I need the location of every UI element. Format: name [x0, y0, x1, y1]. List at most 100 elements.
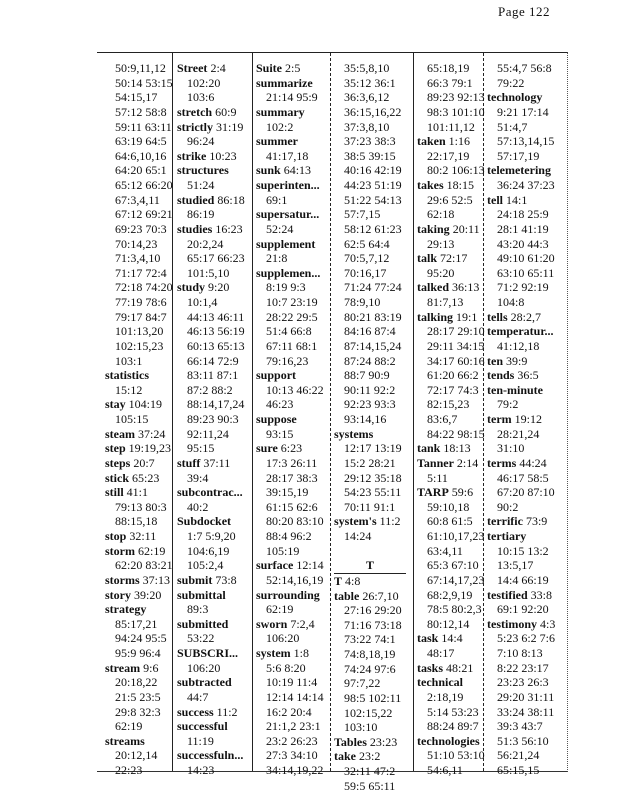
index-entry: talking 19:1: [417, 310, 485, 325]
index-entry: Tanner 2:14: [417, 456, 485, 471]
index-entry: technical: [417, 675, 485, 690]
index-page-refs: 69:1 92:20: [497, 602, 549, 617]
index-page-refs: 96:24: [187, 134, 215, 149]
index-page-refs: 79:16,23: [266, 353, 309, 368]
index-term: testified: [487, 587, 528, 602]
index-entry: talk 72:17: [417, 251, 485, 266]
index-page-refs: 62:18: [427, 207, 455, 222]
index-term: TARP: [417, 485, 449, 500]
index-entry: statistics: [105, 368, 173, 383]
index-page-refs: 14:23: [187, 763, 215, 777]
index-term: steam: [105, 426, 135, 441]
index-page-refs: 61:15 62:6: [266, 499, 318, 514]
index-page-refs: 102:2: [266, 119, 294, 134]
index-term: strategy: [105, 602, 147, 617]
index-page-refs: 5:23 6:2 7:6: [497, 631, 556, 646]
index-page-refs: 5:14 53:23: [427, 704, 479, 719]
index-page-refs: 59:11 63:11: [115, 119, 172, 134]
index-page-refs: 87:24 88:2: [344, 353, 396, 368]
index-page-refs: 19:19,23: [125, 441, 172, 456]
index-page-refs: 87:2 88:2: [187, 382, 233, 397]
index-page-refs: 46:13 56:19: [187, 324, 245, 339]
index-page-refs: 65:12 66:20: [115, 178, 173, 192]
index-term: sworn: [256, 616, 288, 631]
index-page-refs: 51:24: [187, 178, 215, 192]
index-page-refs: 1:8: [290, 646, 310, 660]
index-page-refs: 10:19 11:4: [266, 675, 318, 690]
index-page-refs: 104:8: [497, 295, 525, 309]
index-page-refs: 19:12: [511, 412, 542, 426]
index-page-refs: 102:15,22: [344, 705, 393, 720]
index-page-refs: 71:2 92:19: [497, 280, 549, 295]
index-page-refs: 71:3,4,10: [115, 251, 161, 266]
index-entry: strike 10:23: [177, 149, 245, 164]
index-entry: terms 44:24: [487, 456, 555, 471]
index-page-refs: 22:23: [115, 763, 143, 777]
index-page-refs: 65:3 67:10: [427, 558, 479, 573]
index-page-refs: 39:9: [503, 353, 528, 368]
index-page-refs: 106:20: [187, 660, 221, 675]
index-entry: subcontrac...: [177, 485, 245, 500]
index-page-refs: 55:4,7 56:8: [497, 61, 552, 75]
index-entry: testified 33:8: [487, 588, 555, 603]
index-page-refs: 51:10 53:10: [427, 748, 485, 763]
index-page-refs: 67:14,17,23: [427, 572, 485, 587]
index-entry: sworn 7:2,4: [256, 617, 324, 632]
index-page-refs: 48:21: [443, 660, 474, 675]
index-page-refs: 14:4 66:19: [497, 572, 549, 587]
index-page-refs: 73:22 74:1: [344, 632, 396, 647]
index-term: technical: [417, 675, 463, 690]
index-entry: studies 16:23: [177, 222, 245, 237]
index-page-refs: 70:16,17: [344, 265, 387, 280]
index-term: systems: [334, 426, 374, 441]
index-term: talking: [417, 309, 454, 324]
index-page-refs: 28:1 41:19: [497, 221, 549, 236]
index-page-refs: 73:8: [212, 572, 237, 587]
index-page-refs: 62:5 64:4: [344, 236, 390, 251]
index-term: Tanner: [417, 455, 454, 470]
index-entry: supplemen...: [256, 266, 324, 281]
index-entry: technologies: [417, 734, 485, 749]
index-entry: take 23:2: [334, 749, 406, 764]
index-term: submittal: [177, 587, 226, 602]
index-page-refs: 59:10,18: [427, 499, 470, 514]
index-page-refs: 40:16 42:19: [344, 163, 402, 178]
index-page-refs: 11:2: [376, 514, 401, 529]
index-page-refs: 62:19: [115, 719, 143, 734]
index-term: supplement: [256, 236, 316, 251]
index-page-refs: 12:14: [293, 558, 324, 573]
index-page-refs: 8:19 9:3: [266, 280, 306, 295]
index-page-refs: 2:14: [453, 455, 479, 470]
index-entry: successful: [177, 719, 245, 734]
index-page-refs: 54:23 55:11: [344, 485, 402, 500]
index-page-refs: 29:13: [427, 236, 455, 251]
index-page-refs: 31:10: [497, 441, 525, 456]
index-page-refs: 17:3 26:11: [266, 455, 318, 470]
index-page-refs: 4:8: [342, 573, 361, 588]
index-entry: tasks 48:21: [417, 661, 485, 676]
index-page-refs: 20:11: [449, 221, 480, 236]
index-page-refs: 27:3 34:10: [266, 748, 318, 763]
index-entry: study 9:20: [177, 280, 245, 295]
index-page-refs: 65:23: [129, 470, 160, 485]
column-divider: [172, 53, 173, 771]
index-page-refs: 105:15: [115, 412, 149, 426]
index-term: story: [105, 587, 131, 602]
index-column: 65:18,19 66:3 79:1 89:23 92:13 98:3 101:10 1…: [417, 61, 485, 778]
index-page-refs: 51:22 54:13: [344, 192, 402, 207]
index-page-refs: 80:20 83:10: [266, 514, 324, 529]
index-term: subtracted: [177, 675, 232, 690]
index-page-refs: 11:2: [213, 704, 238, 719]
index-column: 55:4,7 56:8 79:22 technology 9:21 17:14 51:4…: [487, 61, 555, 778]
index-entry: suppose: [256, 412, 324, 427]
index-page-refs: 52:24: [266, 221, 294, 236]
index-entry: superinten...: [256, 178, 324, 193]
index-page-refs: 71:24 77:24: [344, 280, 402, 295]
index-entry: stretch 60:9: [177, 105, 245, 120]
index-page-refs: 20:18,22: [115, 675, 158, 690]
index-page-refs: 60:9: [212, 104, 237, 119]
index-page-refs: 84:22 98:15: [427, 426, 485, 441]
index-entry: T 4:8: [334, 574, 406, 589]
index-entry: SUBSCRI...: [177, 646, 245, 661]
index-page-refs: 95:15: [187, 441, 215, 456]
